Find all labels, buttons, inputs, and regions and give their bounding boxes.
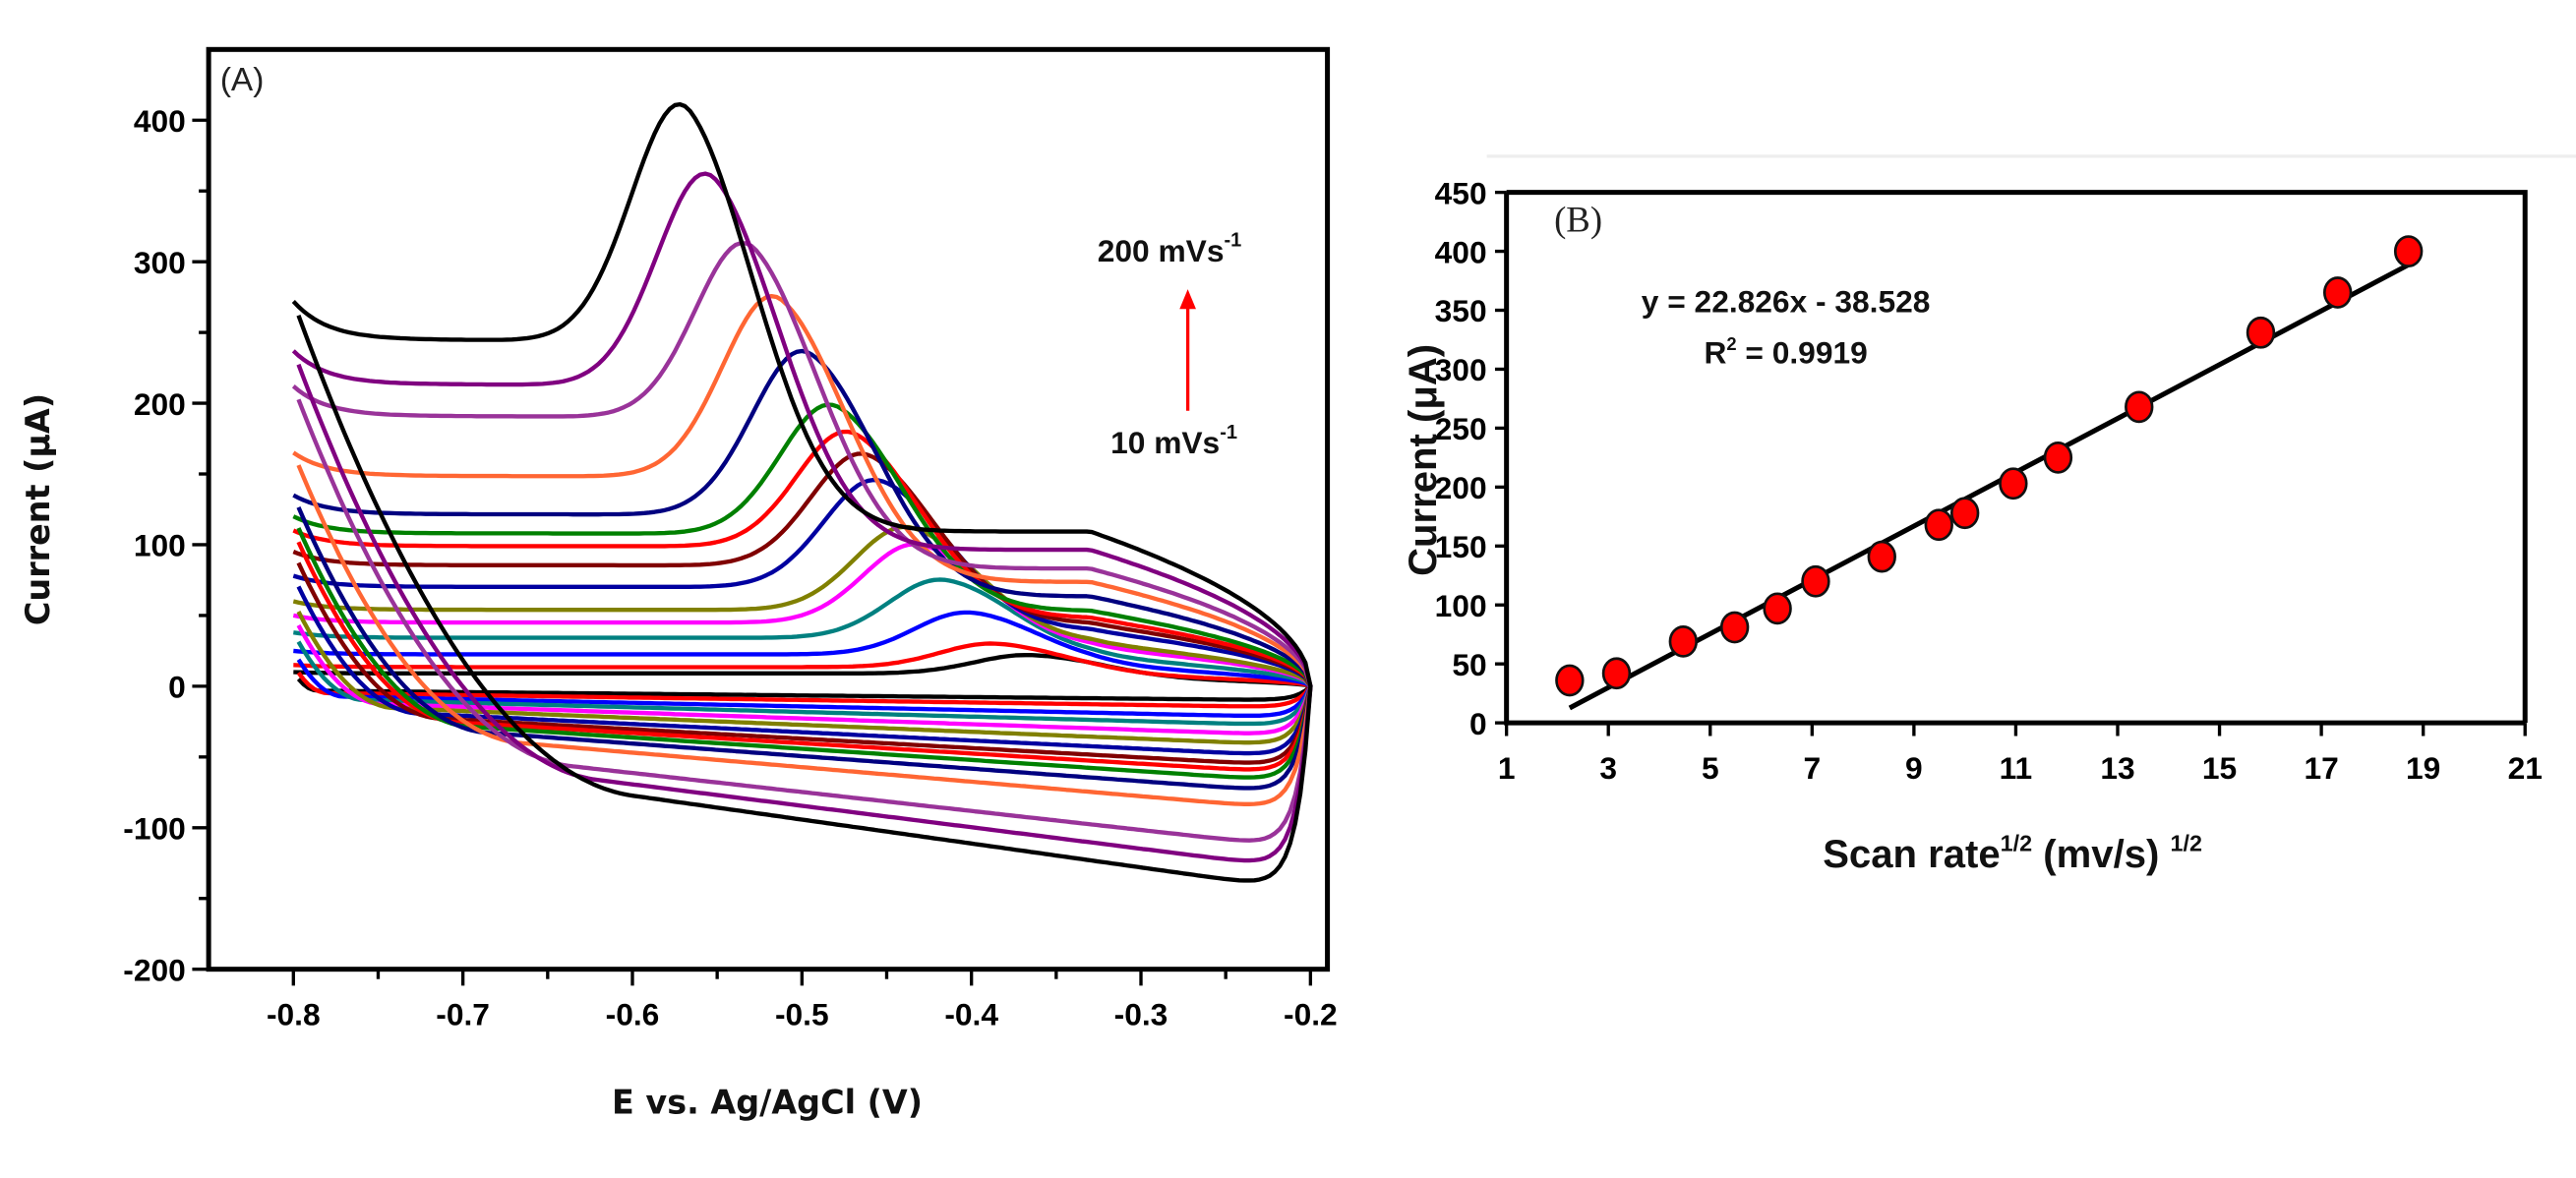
annotation-200-mvs: 200 mVs-1 — [1098, 230, 1242, 268]
cv-curves — [291, 101, 1313, 883]
data-point — [2322, 276, 2353, 309]
x-tick-label: 13 — [2100, 750, 2134, 786]
y-tick-label: 400 — [134, 103, 186, 139]
panel-b-linear-fit: 1 3 5 7 9 11 13 15 17 19 2145040035030025020015010… — [1402, 175, 2543, 876]
data-point — [1555, 664, 1585, 697]
y-tick-label: 0 — [1469, 706, 1487, 741]
y-tick-label: 200 — [1435, 470, 1487, 505]
data-point — [1801, 564, 1830, 598]
x-tick-label: -0.5 — [775, 996, 829, 1031]
r-squared: R2 = 0.9919 — [1704, 333, 1867, 370]
data-point — [1719, 611, 1750, 644]
annotation-10-mvs: 10 mVs-1 — [1110, 422, 1237, 460]
panel-a-label: (A) — [220, 62, 265, 98]
scan-rate-arrow — [1179, 289, 1196, 411]
data-point — [1668, 625, 1699, 658]
panel-a-x-axis-label: E vs. Ag/AgCl (V) — [612, 1084, 923, 1122]
y-tick-label: -100 — [123, 810, 185, 846]
y-tick-label: -200 — [123, 952, 185, 987]
panel-b-y-axis-label: Current (μA) — [1402, 344, 1445, 576]
data-point — [1949, 497, 1980, 530]
data-point — [2393, 235, 2424, 267]
data-point — [2043, 442, 2073, 474]
data-point — [1999, 467, 2028, 501]
x-tick-label: 19 — [2406, 750, 2440, 786]
panel-b-x-axis-label: Scan rate1/2 (mv/s) 1/2 — [1823, 830, 2202, 876]
x-tick-label: 11 — [2000, 750, 2033, 786]
data-point — [1924, 508, 1953, 542]
x-tick-label: -0.8 — [267, 996, 321, 1031]
x-tick-label: -0.2 — [1284, 996, 1338, 1031]
x-tick-label: -0.6 — [606, 996, 660, 1031]
x-tick-label: 7 — [1803, 750, 1821, 786]
data-point — [2246, 316, 2276, 349]
y-tick-label: 300 — [134, 245, 186, 280]
cv-curve-1 — [291, 101, 1313, 883]
x-tick-label: 9 — [1905, 750, 1923, 786]
x-tick-label: 3 — [1599, 750, 1617, 786]
y-tick-label: 400 — [1435, 234, 1487, 269]
data-point — [1601, 657, 1632, 690]
panel-a-y-axis-label: Current (μA) — [19, 393, 57, 625]
x-tick-label: 17 — [2304, 750, 2338, 786]
panel-b-label: (B) — [1554, 200, 1602, 240]
y-tick-label: 50 — [1452, 647, 1486, 682]
data-point — [1867, 540, 1896, 573]
x-tick-label: -0.7 — [436, 996, 490, 1031]
data-point — [2125, 390, 2154, 424]
panel-b-frame — [1504, 190, 2528, 726]
data-point — [1763, 592, 1792, 625]
y-tick-label: 200 — [134, 386, 186, 422]
y-tick-label: 350 — [1435, 293, 1487, 328]
y-tick-label: 100 — [1435, 588, 1487, 623]
panel-a-frame — [206, 46, 1331, 972]
panel-a-cyclic-voltammogram: -0.8 -0.7 -0.6 -0.5 -0.4 -0.3 -0.2 400 300 200 100… — [19, 46, 1338, 1122]
y-tick-label: 450 — [1435, 175, 1487, 210]
x-tick-label: 1 — [1498, 750, 1516, 786]
y-tick-label: 300 — [1435, 352, 1487, 387]
x-tick-label: 5 — [1702, 750, 1719, 786]
y-tick-label: 250 — [1435, 411, 1487, 446]
fit-equation: y = 22.826x - 38.528 — [1642, 284, 1931, 320]
x-tick-label: -0.4 — [944, 996, 998, 1031]
x-tick-label: 21 — [2508, 750, 2543, 786]
x-tick-label: -0.3 — [1114, 996, 1168, 1031]
panel-a-ticks: -0.8 -0.7 -0.6 -0.5 -0.4 -0.3 -0.2 400 300 200 100… — [123, 103, 1337, 1032]
y-tick-label: 150 — [1435, 529, 1487, 564]
panel-b-ticks: 1 3 5 7 9 11 13 15 17 19 2145040035030025020015010… — [1435, 175, 2543, 786]
y-tick-label: 0 — [168, 670, 186, 705]
panel-b-plot — [1555, 235, 2424, 711]
x-tick-label: 15 — [2202, 750, 2237, 786]
y-tick-label: 100 — [134, 528, 186, 563]
